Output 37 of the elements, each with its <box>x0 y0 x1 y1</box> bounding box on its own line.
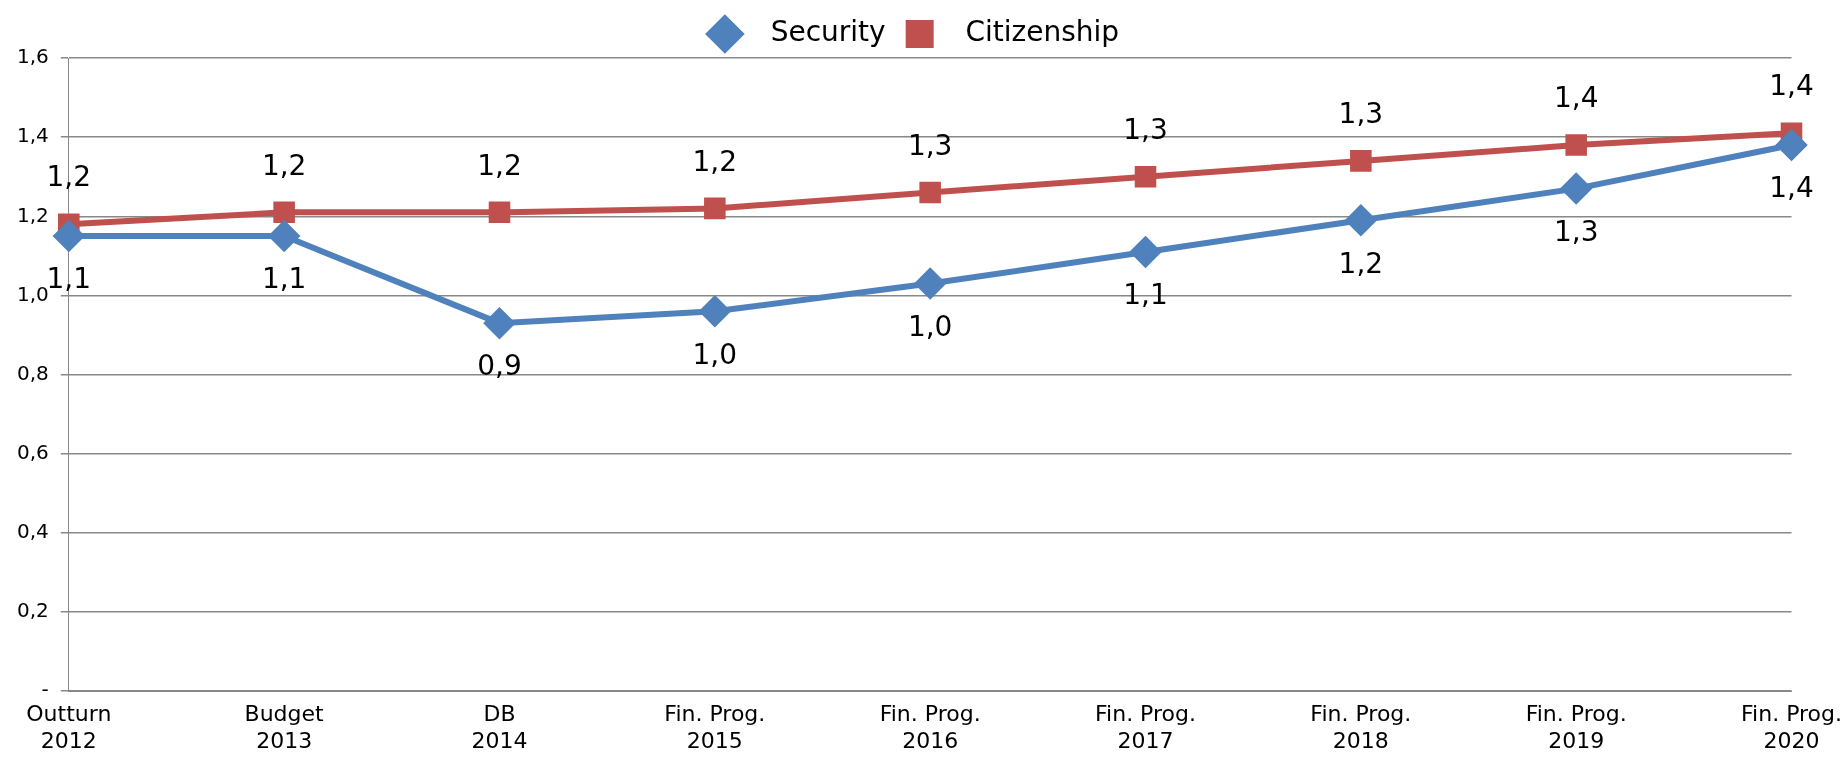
x-tick-label: Outturn 2012 <box>26 701 112 753</box>
data-label: 1,3 <box>907 128 953 162</box>
x-tick-label: Fin. Prog. 2018 <box>1310 701 1412 753</box>
x-tick-label: DB 2014 <box>471 701 528 753</box>
y-tick-label: 1,6 <box>16 44 49 69</box>
data-label: 1,0 <box>907 309 953 343</box>
data-label: 1,2 <box>46 160 92 194</box>
x-tick-label: Fin. Prog. 2019 <box>1525 701 1627 753</box>
data-label: 1,2 <box>1338 246 1384 280</box>
legend-label: Citizenship <box>947 15 1120 49</box>
x-tick-label: Fin. Prog. 2016 <box>879 701 981 753</box>
data-label: 1,2 <box>261 148 307 182</box>
y-tick-label: 0,4 <box>16 519 49 544</box>
legend-label: Security <box>752 15 886 49</box>
x-tick-label: Fin. Prog. 2017 <box>1095 701 1196 753</box>
data-label: 1,1 <box>1123 278 1168 312</box>
x-tick-label: Budget 2013 <box>244 701 325 753</box>
y-tick-label: 1,4 <box>16 123 49 148</box>
data-label: 1,3 <box>1338 97 1384 131</box>
y-tick-label: 1,2 <box>16 202 49 227</box>
y-tick-label: 0,2 <box>16 598 49 623</box>
y-tick-label: 0,8 <box>16 360 49 385</box>
data-label: 1,4 <box>1769 69 1814 103</box>
data-label: 1,3 <box>1123 113 1168 147</box>
data-label: 1,2 <box>477 148 522 182</box>
data-label: 1,4 <box>1769 171 1814 205</box>
y-tick-label: - <box>41 677 49 702</box>
data-label: 1,3 <box>1553 214 1599 248</box>
data-label: 1,4 <box>1553 81 1599 115</box>
y-tick-label: 1,0 <box>16 281 49 306</box>
data-label: 1,1 <box>261 262 307 296</box>
x-tick-label: Fin. Prog. 2020 <box>1741 701 1843 753</box>
data-label: 1,2 <box>692 144 738 178</box>
y-tick-label: 0,6 <box>16 439 49 464</box>
data-label: 1,0 <box>692 337 738 371</box>
data-label: 0,9 <box>477 349 522 383</box>
x-tick-label: Fin. Prog. 2015 <box>664 701 766 753</box>
